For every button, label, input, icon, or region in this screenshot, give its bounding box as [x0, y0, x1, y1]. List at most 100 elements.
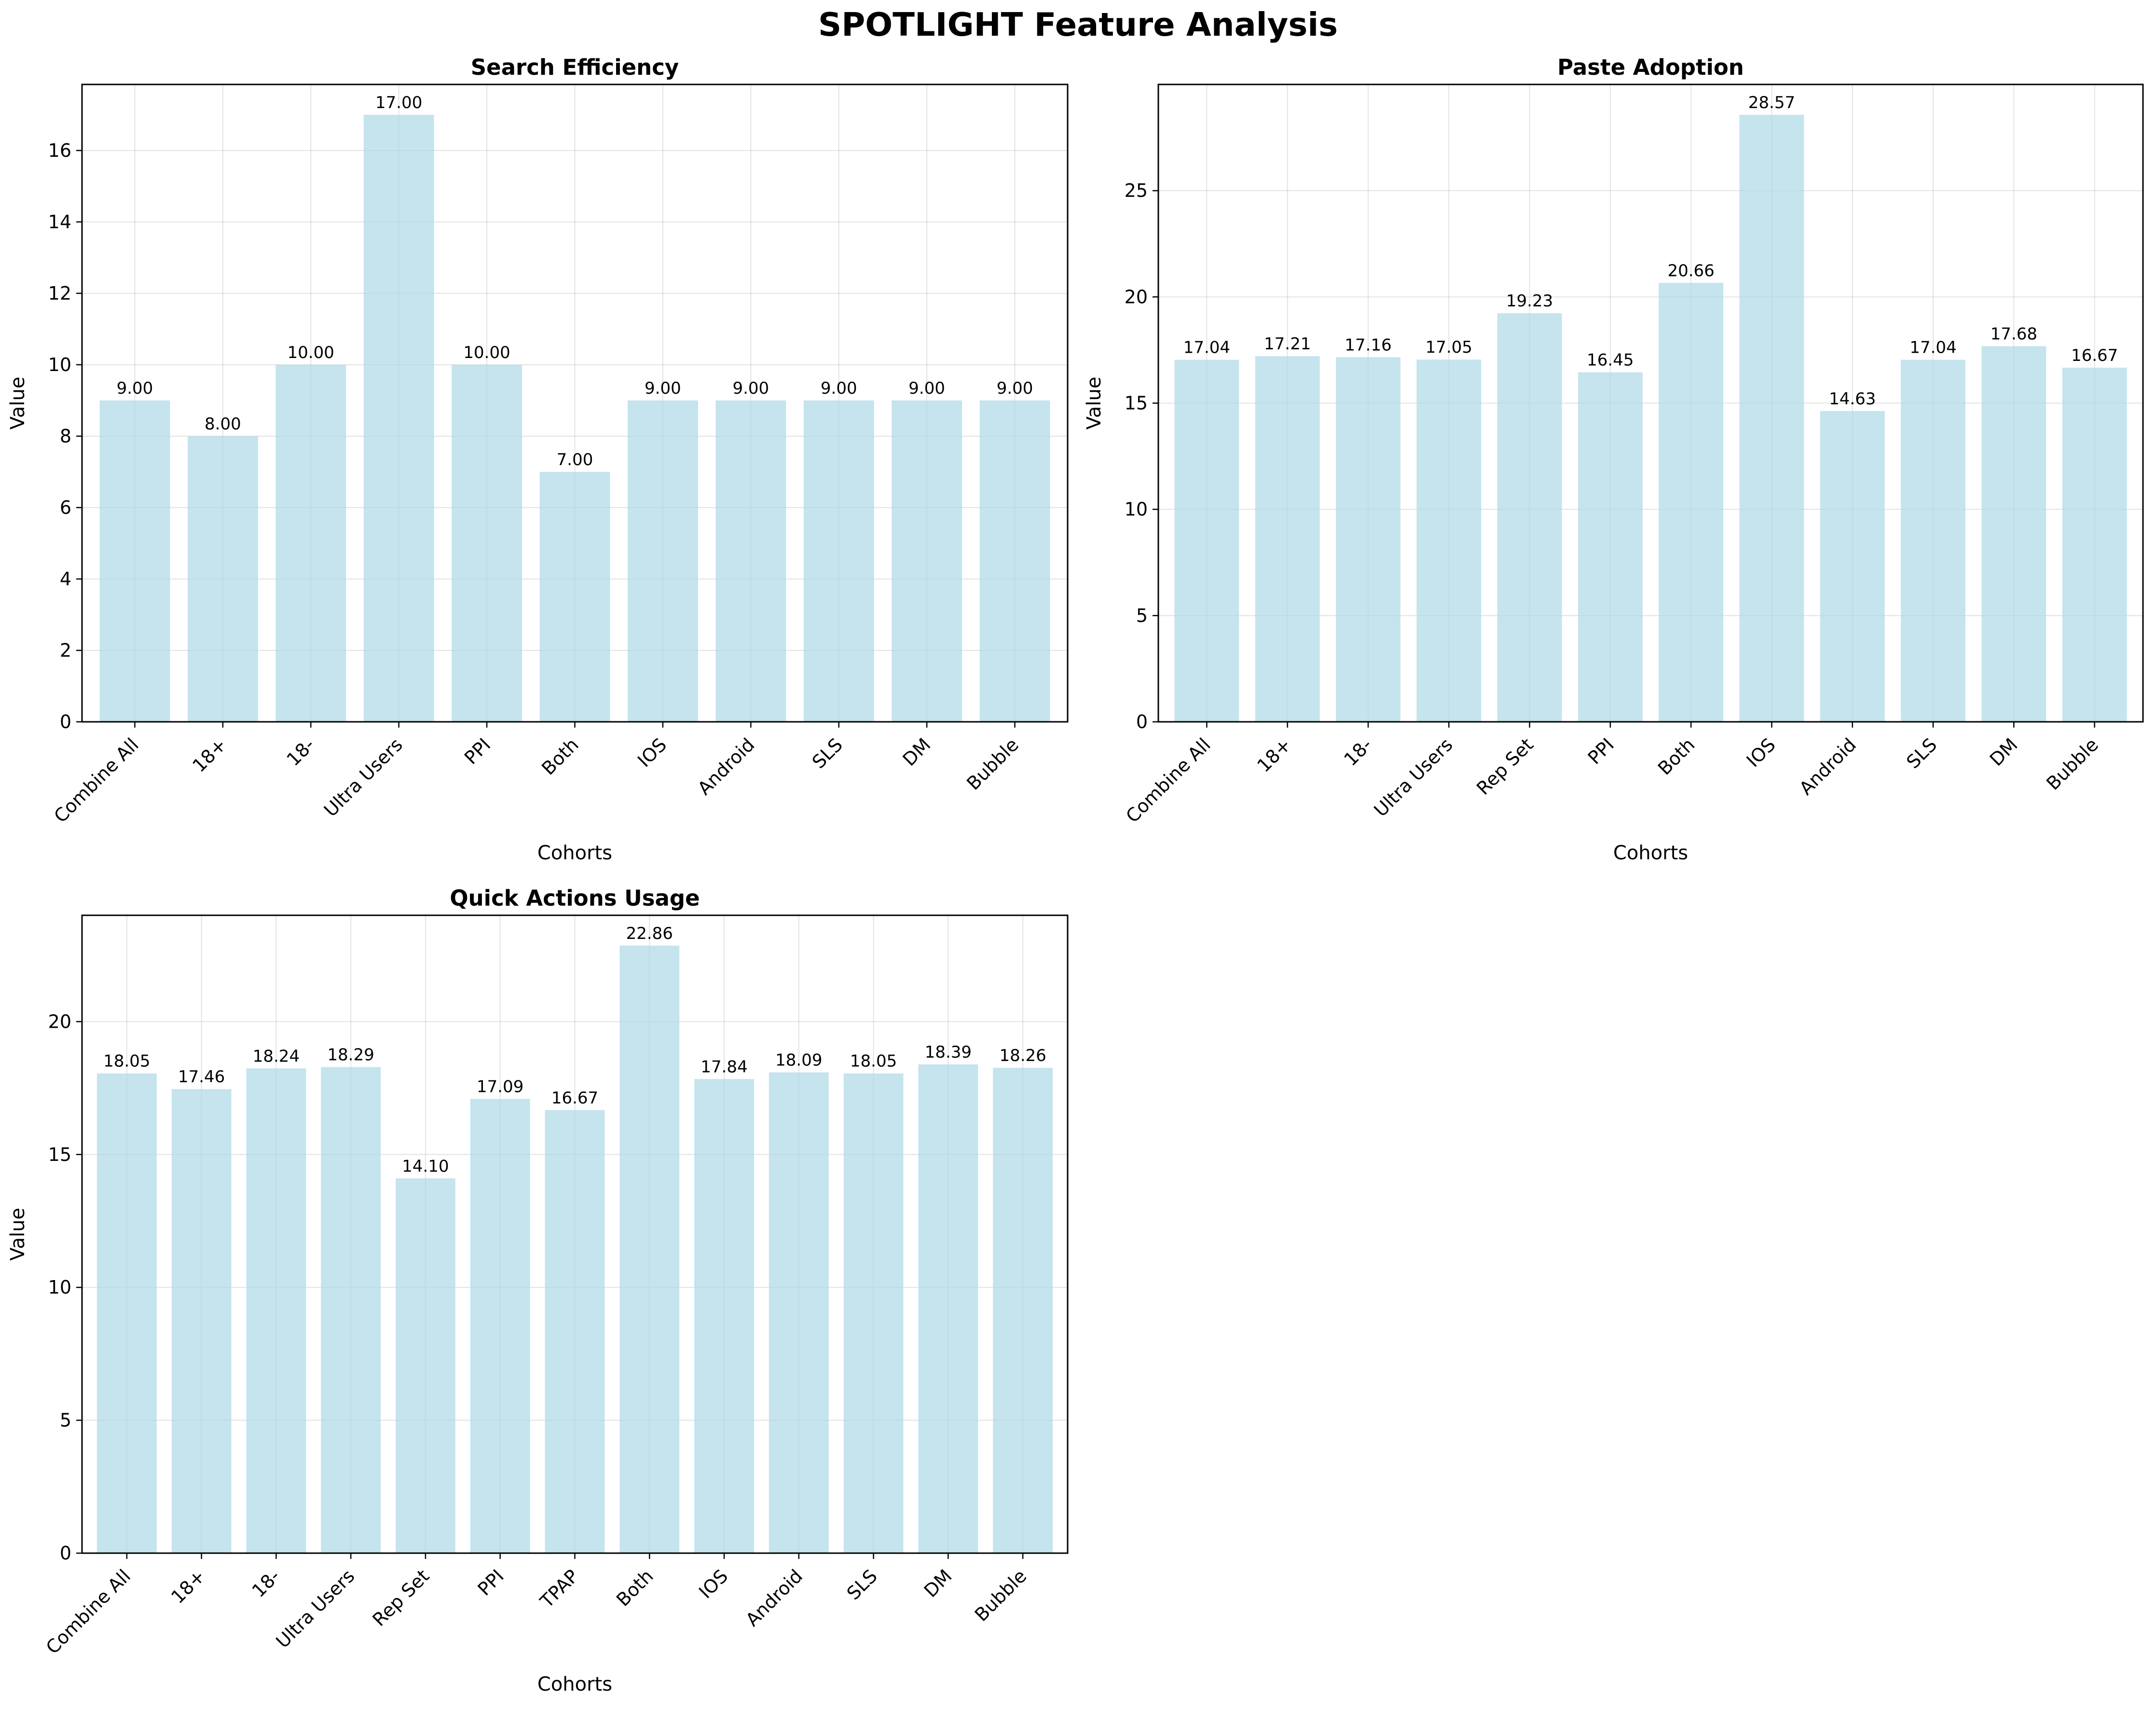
x-tick-label-both: Both: [612, 1565, 658, 1611]
bar-both: [539, 471, 610, 722]
bar-ppi: [452, 364, 522, 722]
bar-ios: [627, 400, 698, 722]
x-tick-label-combine-all: Combine All: [42, 1565, 135, 1658]
data-label-both: 22.86: [626, 924, 673, 943]
data-label-rep-set: 14.10: [402, 1157, 449, 1176]
bar-both: [1659, 283, 1724, 722]
x-tick-label-tpap: TPAP: [536, 1565, 583, 1612]
data-label-18: 17.46: [178, 1067, 225, 1087]
data-label-sls: 17.04: [1909, 338, 1956, 358]
y-axis-label: Value: [7, 377, 29, 430]
y-tick-label: 20: [48, 1011, 71, 1032]
bar-tpap: [545, 1110, 605, 1553]
plot-frame: [81, 83, 1069, 723]
bar-combine-all: [1174, 359, 1239, 722]
bar-ios: [1739, 114, 1804, 722]
bar-android: [1820, 411, 1885, 722]
x-tick-label-android: Android: [742, 1565, 807, 1630]
data-label-ppi: 16.45: [1587, 351, 1634, 370]
y-tick-label: 10: [1125, 499, 1148, 520]
y-tick-label: 20: [1125, 286, 1148, 307]
data-label-dm: 9.00: [908, 379, 945, 398]
bar-18: [275, 364, 346, 722]
bar-dm: [892, 400, 962, 722]
bar-18: [246, 1068, 306, 1553]
data-label-ultra-users: 17.00: [375, 93, 422, 112]
data-label-ios: 9.00: [645, 379, 681, 398]
x-axis-label: Cohorts: [537, 842, 612, 864]
data-label-android: 14.63: [1829, 389, 1876, 409]
y-axis-label: Value: [7, 1208, 29, 1261]
bar-ultra-users: [321, 1067, 381, 1553]
bar-ultra-users: [363, 114, 434, 722]
data-label-bubble: 18.26: [999, 1046, 1046, 1065]
y-tick-label: 15: [48, 1144, 71, 1165]
bar-rep-set: [1497, 313, 1562, 722]
bar-ppi: [470, 1099, 530, 1553]
data-label-18: 18.24: [253, 1047, 300, 1066]
data-label-combine-all: 17.04: [1183, 338, 1230, 358]
y-tick-label: 10: [48, 354, 71, 375]
bar-18: [1255, 356, 1320, 722]
bar-18: [187, 436, 258, 722]
data-label-tpap: 16.67: [551, 1089, 598, 1108]
x-axis-label: Cohorts: [1613, 842, 1688, 864]
y-tick-label: 14: [48, 211, 71, 233]
bar-bubble: [979, 400, 1050, 722]
y-axis-label: Value: [1083, 377, 1105, 430]
x-tick-label-rep-set: Rep Set: [368, 1565, 433, 1630]
y-tick-label: 25: [1125, 180, 1148, 201]
y-tick-label: 5: [1136, 605, 1148, 626]
data-label-ultra-users: 18.29: [328, 1046, 374, 1065]
bar-sls: [803, 400, 874, 722]
y-tick-label: 16: [48, 140, 71, 161]
bar-dm: [1981, 346, 2046, 722]
bar-dm: [918, 1064, 978, 1553]
data-label-sls: 18.05: [850, 1052, 897, 1071]
bar-android: [715, 400, 786, 722]
data-label-bubble: 16.67: [2071, 346, 2118, 365]
bar-sls: [1901, 359, 1965, 722]
bar-both: [619, 945, 680, 1553]
x-tick-label-dm: DM: [920, 1565, 956, 1601]
data-label-sls: 9.00: [821, 379, 857, 398]
data-label-android: 18.09: [775, 1051, 822, 1070]
data-label-ios: 28.57: [1748, 93, 1795, 112]
y-tick-label: 0: [60, 711, 71, 732]
x-tick-label-ppi: PPI: [474, 1565, 508, 1599]
figure-title: SPOTLIGHT Feature Analysis: [818, 6, 1338, 43]
x-tick-label-ios: IOS: [695, 1565, 732, 1602]
chart-title: Paste Adoption: [1557, 55, 1744, 80]
bar-combine-all: [96, 1073, 157, 1553]
bar-ios: [694, 1079, 754, 1553]
x-tick-label-bubble: Bubble: [971, 1565, 1031, 1626]
y-tick-label: 10: [48, 1277, 71, 1298]
y-tick-label: 0: [60, 1543, 71, 1564]
plot-frame: [81, 914, 1069, 1554]
data-label-18: 17.21: [1264, 334, 1311, 354]
y-tick-label: 2: [60, 640, 71, 661]
bar-ppi: [1578, 372, 1643, 722]
bar-combine-all: [99, 400, 170, 722]
x-tick-label-18: 18+: [167, 1565, 209, 1608]
y-tick-label: 0: [1136, 711, 1148, 732]
x-tick-label-18: 18-: [248, 1565, 284, 1601]
y-tick-label: 15: [1125, 393, 1148, 414]
bar-18: [171, 1089, 232, 1553]
x-tick-label-sls: SLS: [843, 1565, 881, 1604]
data-label-dm: 17.68: [1991, 324, 2037, 344]
data-label-18: 17.16: [1345, 335, 1391, 355]
bar-ultra-users: [1416, 359, 1482, 722]
data-label-rep-set: 19.23: [1506, 291, 1553, 311]
bar-android: [769, 1072, 829, 1553]
x-axis-label: Cohorts: [537, 1673, 612, 1695]
chart-title: Search Efficiency: [471, 55, 679, 80]
bar-rep-set: [396, 1178, 455, 1553]
data-label-ppi: 10.00: [463, 343, 510, 362]
data-label-bubble: 9.00: [997, 379, 1033, 398]
data-label-18: 10.00: [288, 343, 334, 362]
data-label-dm: 18.39: [925, 1043, 972, 1062]
